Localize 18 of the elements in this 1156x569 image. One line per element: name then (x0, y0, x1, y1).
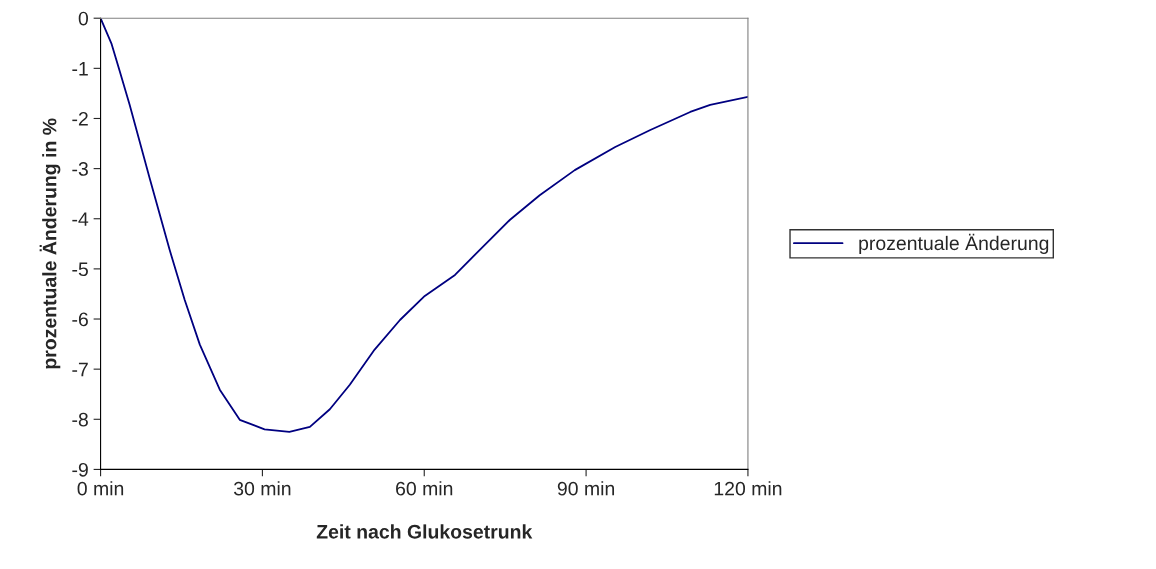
y-tick-label: -6 (72, 312, 88, 327)
y-tick-label: -5 (72, 262, 88, 277)
y-axis-title: prozentuale Änderung in % (39, 118, 61, 369)
x-axis-title: Zeit nach Glukosetrunk (316, 524, 533, 539)
y-tick-label: -9 (72, 462, 88, 477)
y-tick-label: -8 (72, 412, 88, 427)
x-tick-label: 90 min (557, 481, 615, 496)
y-tick-label: -7 (72, 362, 88, 377)
y-tick-label: -4 (72, 212, 89, 226)
y-tick-label: -1 (72, 62, 88, 76)
legend-label: prozentuale Änderung (859, 233, 1049, 254)
x-tick-label: 120 min (714, 481, 782, 496)
y-tick-label: 0 (78, 11, 89, 26)
y-tick-label: -3 (72, 162, 88, 176)
y-tick-label: -2 (72, 111, 88, 126)
x-tick-label: 0 min (77, 481, 124, 496)
x-tick-label: 60 min (396, 481, 453, 496)
x-tick-label: 30 min (233, 481, 291, 496)
